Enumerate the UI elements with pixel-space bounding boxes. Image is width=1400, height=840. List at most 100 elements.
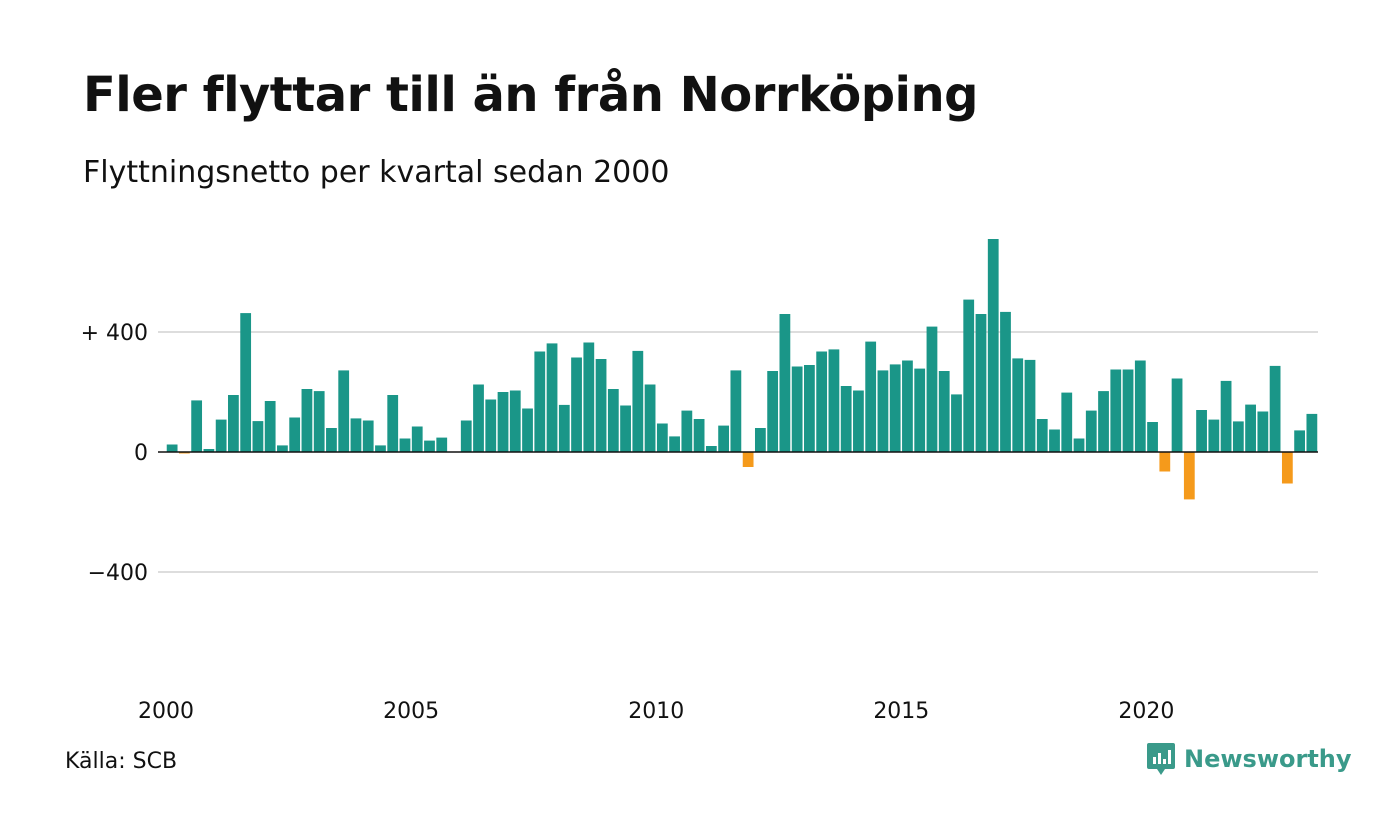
bar: [1073, 438, 1085, 452]
brand-name: Newsworthy: [1184, 745, 1352, 773]
bar: [301, 389, 313, 452]
bar: [485, 399, 497, 452]
x-tick-label: 2000: [138, 699, 194, 724]
bar: [473, 384, 484, 452]
bar: [326, 428, 337, 452]
bar: [1110, 369, 1122, 452]
bar: [166, 444, 178, 452]
bar: [228, 395, 239, 452]
bar: [1171, 378, 1183, 452]
source-note: Källa: SCB: [65, 749, 178, 774]
bar: [240, 313, 252, 452]
bar: [338, 370, 350, 452]
bar: [1196, 410, 1207, 452]
bar: [656, 423, 668, 452]
bar: [926, 326, 938, 452]
bar: [742, 452, 754, 467]
bar: [497, 392, 509, 452]
bar: [632, 350, 644, 452]
bar: [877, 370, 889, 452]
bar: [840, 386, 852, 452]
bar: [362, 420, 374, 452]
bar: [203, 449, 215, 452]
bar: [754, 428, 766, 452]
bar: [1012, 358, 1024, 452]
bar: [1208, 419, 1220, 452]
bar: [509, 390, 521, 452]
bar: [889, 364, 901, 452]
bar: [938, 371, 950, 452]
bar: [1183, 452, 1195, 500]
bar: [779, 314, 791, 452]
bar: [1281, 452, 1293, 484]
bar: [1061, 392, 1073, 452]
y-tick-label: −400: [88, 561, 148, 586]
bar: [215, 419, 227, 452]
bar: [620, 405, 631, 452]
bar: [1269, 365, 1281, 452]
bar: [1257, 411, 1269, 452]
x-tick-label: 2005: [383, 699, 439, 724]
bar: [387, 395, 399, 452]
bar: [583, 342, 595, 452]
bar: [411, 426, 423, 452]
x-tick-label: 2020: [1118, 699, 1174, 724]
x-tick-label: 2015: [873, 699, 929, 724]
bar: [558, 404, 570, 452]
bar: [730, 370, 742, 452]
bar: [951, 394, 962, 452]
x-axis-labels: 2000 2005 2010 2015 2020: [138, 699, 1174, 724]
bar: [252, 421, 264, 452]
bar: [816, 351, 828, 452]
bar: [522, 408, 533, 452]
bar: [1024, 359, 1036, 452]
bar: [375, 445, 386, 452]
bar: [987, 239, 999, 452]
y-axis-labels: + 400 0 −400: [81, 321, 148, 586]
bar: [1147, 422, 1158, 452]
bar: [804, 365, 815, 452]
bar: [914, 368, 926, 452]
bar: [313, 391, 325, 452]
bar: [264, 401, 276, 452]
chart-title: Fler flyttar till än från Norrköping: [83, 67, 979, 123]
bar: [644, 384, 656, 452]
chart-subtitle: Flyttningsnetto per kvartal sedan 2000: [83, 155, 670, 190]
bar: [1306, 413, 1318, 452]
bar: [1085, 410, 1097, 452]
bar: [828, 349, 840, 452]
bar: [277, 445, 288, 452]
bar: [693, 419, 705, 452]
bar: [865, 341, 877, 452]
bar: [718, 425, 729, 452]
bar: [1232, 421, 1244, 452]
bar: [1000, 311, 1011, 452]
bar: [975, 314, 987, 452]
bar: [1098, 391, 1109, 452]
bar: [1036, 419, 1048, 452]
bar: [963, 299, 975, 452]
bar: [791, 366, 803, 452]
bar: [853, 390, 864, 452]
bar: [1220, 380, 1232, 452]
bar: [424, 440, 435, 452]
bar: [289, 417, 301, 452]
bar: [546, 343, 558, 452]
bar: [191, 400, 203, 452]
y-tick-label: 0: [134, 441, 148, 466]
brand-logo[interactable]: Newsworthy: [1146, 741, 1352, 777]
bar: [1294, 430, 1305, 452]
bar: [1245, 404, 1256, 452]
bar: [705, 446, 717, 452]
bar: [350, 418, 362, 452]
bar: [399, 438, 411, 452]
bar: [681, 410, 693, 452]
bar: [534, 351, 546, 452]
newsworthy-logo-icon: [1147, 743, 1175, 775]
bar: [571, 357, 582, 452]
y-tick-label: + 400: [81, 321, 148, 346]
bar: [460, 420, 472, 452]
bar: [607, 389, 619, 452]
bars: [166, 239, 1318, 500]
